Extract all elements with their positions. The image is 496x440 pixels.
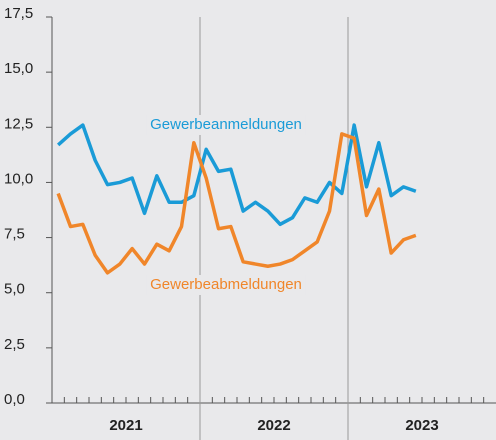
series-line (57, 123, 417, 227)
y-tick-label: 7,5 (4, 226, 25, 243)
label-bg (146, 115, 306, 135)
year-label: 2023 (405, 417, 438, 434)
year-label: 2021 (109, 417, 142, 434)
label-bg (146, 275, 306, 295)
y-tick-label: 5,0 (4, 281, 25, 298)
y-tick-label: 10,0 (4, 170, 33, 187)
series-label: Gewerbeabmeldungen (150, 276, 302, 293)
series-line (56, 132, 417, 275)
year-label: 2022 (257, 417, 290, 434)
y-tick-label: 2,5 (4, 336, 25, 353)
y-tick-label: 0,0 (4, 391, 25, 408)
y-tick-label: 15,0 (4, 60, 33, 77)
series-label: Gewerbeanmeldungen (150, 116, 302, 133)
y-tick-label: 17,5 (4, 5, 33, 22)
y-tick-label: 12,5 (4, 115, 33, 132)
